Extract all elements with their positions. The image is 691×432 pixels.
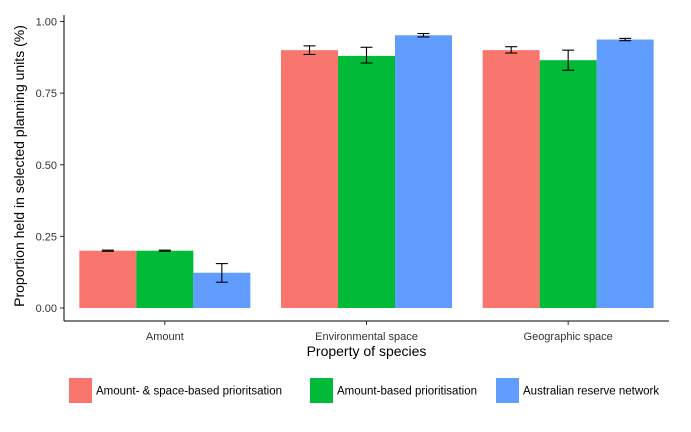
error-bar: [215, 263, 228, 283]
x-axis-title: Property of species: [307, 343, 427, 359]
legend-label: Australian reserve network: [523, 386, 659, 398]
legend-swatch: [496, 378, 519, 403]
error-bars: [101, 32, 632, 283]
bar: [395, 35, 452, 308]
y-tick-label: 0.25: [36, 231, 57, 243]
legend-swatch: [310, 378, 333, 403]
x-tick-label: Geographic space: [524, 331, 613, 343]
legend-swatch: [69, 378, 92, 403]
x-axis-ticks: Amount Environmental space Geographic spac…: [146, 321, 613, 343]
error-bar: [158, 249, 171, 252]
legend: Amount- & space-based prioritsation Amoun…: [69, 378, 659, 403]
bar: [596, 39, 654, 308]
x-tick-label: Amount: [146, 331, 184, 343]
bars: [79, 35, 654, 309]
bar: [79, 250, 137, 308]
legend-label: Amount-based prioritisation: [337, 386, 477, 398]
legend-item: Amount-based prioritisation: [310, 378, 477, 403]
bar: [136, 250, 194, 308]
bar: [281, 50, 338, 309]
y-axis-title: Proportion held in selected planning uni…: [11, 25, 27, 307]
error-bar: [417, 32, 430, 38]
legend-label: Amount- & space-based prioritsation: [96, 386, 282, 398]
y-axis-ticks: 0.00 0.25 0.50 0.75 1.00: [36, 17, 64, 315]
y-tick-label: 0.75: [36, 88, 57, 100]
y-tick-label: 0.00: [36, 303, 57, 315]
error-bar: [505, 46, 518, 54]
legend-item: Amount- & space-based prioritsation: [69, 378, 282, 403]
error-bar: [562, 49, 575, 71]
y-tick-label: 0.50: [36, 160, 57, 172]
error-bar: [101, 249, 114, 252]
error-bar: [360, 46, 373, 64]
y-tick-label: 1.00: [36, 17, 57, 29]
legend-item: Australian reserve network: [496, 378, 659, 403]
error-bar: [619, 37, 632, 42]
bar: [338, 55, 395, 308]
x-tick-label: Environmental space: [315, 331, 418, 343]
bar: [539, 60, 597, 308]
bar: [482, 50, 540, 309]
error-bar: [303, 45, 316, 55]
